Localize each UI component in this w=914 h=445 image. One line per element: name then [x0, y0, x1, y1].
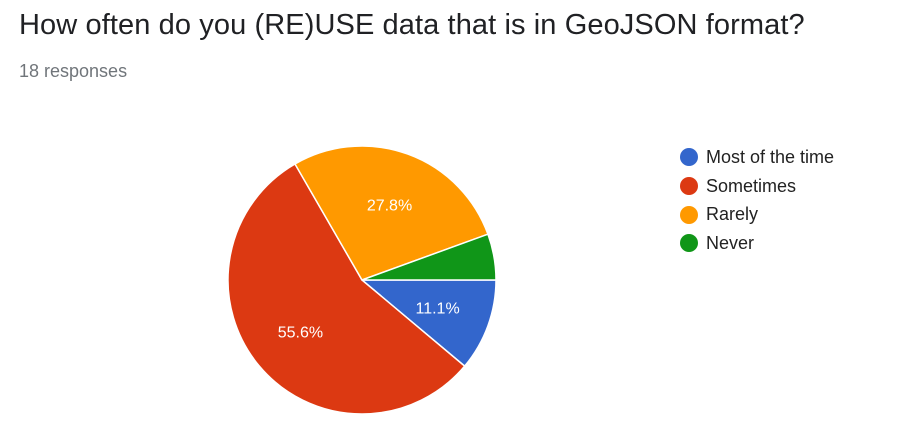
- legend-swatch-icon: [680, 234, 698, 253]
- slice-label-rarely: 27.8%: [367, 197, 412, 214]
- pie-slice-never[interactable]: [361, 233, 497, 281]
- legend-item-sometimes[interactable]: Sometimes: [680, 172, 834, 201]
- legend-label: Most of the time: [706, 146, 835, 167]
- page-title: How often do you (RE)USE data that is in…: [19, 9, 805, 41]
- legend-label: Rarely: [706, 204, 759, 225]
- legend-label: Sometimes: [706, 175, 797, 196]
- pie-slice-rarely[interactable]: [293, 145, 489, 281]
- legend-label: Never: [706, 232, 755, 253]
- legend-item-never[interactable]: Never: [680, 229, 834, 258]
- response-count: 18 responses: [19, 61, 128, 81]
- slice-label-most-of-the-time: 11.1%: [416, 301, 460, 318]
- legend-item-rarely[interactable]: Rarely: [680, 200, 834, 229]
- legend-swatch-icon: [680, 205, 698, 224]
- legend-item-most-of-the-time[interactable]: Most of the time: [680, 143, 834, 172]
- pie-slice-most-of-the-time[interactable]: [359, 279, 497, 368]
- legend-swatch-icon: [680, 148, 698, 167]
- legend-swatch-icon: [680, 177, 698, 196]
- chart-legend: Most of the time Sometimes Rarely Never: [680, 143, 834, 258]
- slice-label-sometimes: 55.6%: [278, 325, 323, 342]
- pie-slice-sometimes[interactable]: [227, 162, 466, 415]
